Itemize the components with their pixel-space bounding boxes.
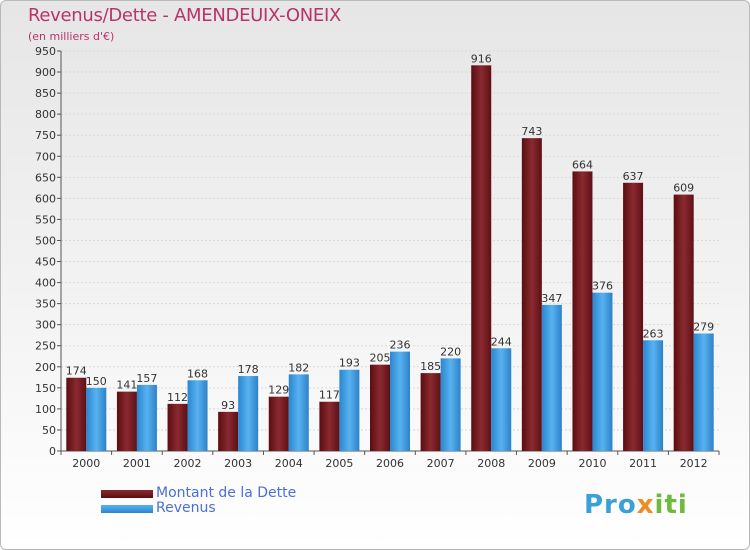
y-tick-label: 150: [35, 382, 56, 395]
legend-label-debt: Montant de la Dette: [156, 485, 297, 501]
bar-debt: [370, 364, 390, 451]
x-tick-label: 2011: [629, 457, 657, 470]
bar-debt: [572, 171, 593, 451]
data-label-debt: 174: [66, 365, 87, 378]
proxiti-logo: Proxiti: [584, 490, 688, 520]
data-label-debt: 743: [521, 125, 542, 138]
data-label-debt: 141: [116, 379, 137, 392]
x-tick-label: 2009: [528, 457, 556, 470]
y-tick-label: 750: [35, 129, 56, 142]
y-tick-label: 400: [35, 277, 56, 290]
data-label-revenue: 182: [288, 361, 309, 374]
data-label-revenue: 279: [693, 321, 714, 334]
bar-chart: 0 50 100 150 200 250 300 350 400 450 500 550 600 650 7…: [35, 45, 720, 470]
bar-debt: [167, 403, 188, 451]
bar-debt: [673, 194, 694, 451]
bar-debt: [268, 396, 289, 451]
data-label-revenue: 220: [440, 345, 461, 358]
y-tick-label: 900: [35, 66, 56, 79]
y-tick-label: 850: [35, 87, 56, 100]
y-tick-label: 500: [35, 234, 56, 247]
x-tick-label: 2003: [224, 457, 252, 470]
y-tick-label: 950: [35, 45, 56, 58]
x-tick-label: 2000: [72, 457, 100, 470]
bar-debt: [319, 401, 340, 451]
bar-revenue: [187, 380, 208, 451]
data-label-revenue: 236: [390, 339, 411, 352]
data-label-revenue: 150: [86, 375, 107, 388]
data-label-debt: 129: [268, 384, 289, 397]
bar-revenue: [238, 376, 259, 451]
bar-revenue: [592, 292, 613, 451]
y-tick-label: 0: [49, 445, 56, 458]
bar-debt: [471, 65, 492, 451]
logo-part-1: Pro: [584, 490, 637, 520]
y-tick-label: 200: [35, 361, 56, 374]
data-label-debt: 112: [167, 391, 188, 404]
y-tick-label: 250: [35, 340, 56, 353]
bar-debt: [218, 411, 239, 451]
data-label-revenue: 244: [491, 335, 512, 348]
legend-swatch-revenue: [101, 505, 153, 513]
bar-revenue: [491, 348, 512, 451]
bar-revenue: [693, 333, 714, 451]
bar-revenue: [643, 340, 664, 451]
data-label-revenue: 376: [592, 280, 613, 293]
x-tick-label: 2004: [275, 457, 303, 470]
bar-revenue: [339, 369, 360, 451]
data-label-revenue: 157: [136, 372, 157, 385]
data-label-debt: 205: [370, 352, 391, 365]
bar-debt: [623, 182, 644, 451]
data-label-debt: 637: [623, 170, 644, 183]
logo-part-2: x: [636, 490, 655, 520]
bar-revenue: [440, 358, 461, 451]
y-tick-label: 700: [35, 150, 56, 163]
data-label-debt: 609: [673, 182, 694, 195]
data-label-revenue: 178: [238, 363, 259, 376]
legend-swatch-debt: [101, 490, 153, 498]
bar-debt: [116, 391, 137, 451]
y-tick-label: 600: [35, 192, 56, 205]
data-label-debt: 93: [221, 399, 235, 412]
data-label-revenue: 168: [187, 367, 208, 380]
chart-title: Revenus/Dette - AMENDEUIX-ONEIX: [28, 5, 341, 26]
data-label-revenue: 263: [643, 327, 664, 340]
bars: [66, 65, 714, 451]
y-tick-label: 350: [35, 298, 56, 311]
legend-label-revenue: Revenus: [156, 500, 216, 516]
data-label-debt: 664: [572, 158, 593, 171]
x-tick-label: 2006: [376, 457, 404, 470]
bar-revenue: [86, 387, 107, 451]
bar-debt: [420, 373, 441, 451]
x-tick-label: 2010: [578, 457, 606, 470]
x-tick-label: 2005: [325, 457, 353, 470]
data-label-revenue: 347: [541, 292, 562, 305]
bar-revenue: [288, 374, 309, 451]
data-label-debt: 185: [420, 360, 441, 373]
bar-revenue: [390, 351, 410, 451]
y-tick-label: 800: [35, 108, 56, 121]
y-tick-label: 550: [35, 213, 56, 226]
data-label-debt: 117: [319, 389, 340, 402]
bar-revenue: [136, 384, 157, 451]
bar-revenue: [541, 304, 562, 451]
chart-subtitle: (en milliers d'€): [28, 30, 115, 43]
data-label-revenue: 193: [339, 357, 360, 370]
x-tick-label: 2008: [477, 457, 505, 470]
y-tick-label: 100: [35, 403, 56, 416]
bar-debt: [66, 377, 87, 451]
bar-debt: [521, 138, 542, 451]
logo-part-3: iti: [654, 490, 688, 520]
data-label-debt: 916: [471, 52, 492, 65]
y-tick-label: 50: [42, 424, 56, 437]
x-tick-label: 2002: [174, 457, 202, 470]
x-tick-label: 2012: [680, 457, 708, 470]
y-tick-label: 650: [35, 171, 56, 184]
y-tick-label: 300: [35, 319, 56, 332]
x-tick-label: 2001: [123, 457, 151, 470]
y-tick-label: 450: [35, 256, 56, 269]
x-tick-label: 2007: [427, 457, 455, 470]
